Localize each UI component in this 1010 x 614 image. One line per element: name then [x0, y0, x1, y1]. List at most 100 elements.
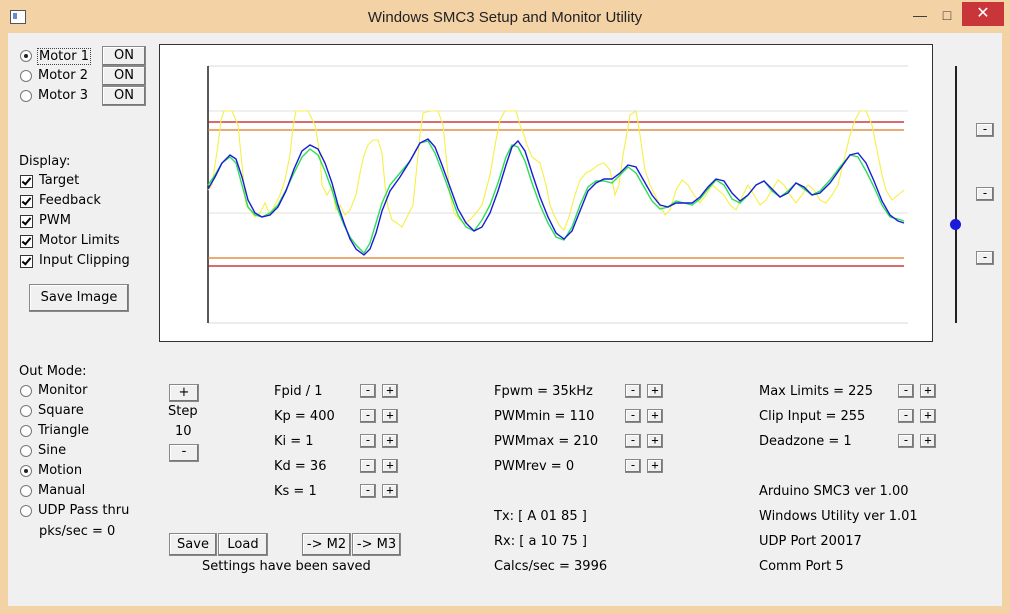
- manual-radio[interactable]: [20, 485, 32, 497]
- monitor-graph: [207, 65, 908, 324]
- ks-plus-button[interactable]: +: [382, 484, 398, 498]
- out-mode-heading: Out Mode:: [19, 364, 87, 379]
- clip-input-plus-button[interactable]: +: [920, 409, 936, 423]
- save-button[interactable]: Save: [169, 533, 217, 556]
- ki-plus-button[interactable]: +: [382, 434, 398, 448]
- step-plus-button[interactable]: +: [169, 384, 199, 402]
- pwm-trace: [207, 110, 905, 231]
- app-icon[interactable]: [10, 10, 26, 24]
- pks-sec-readout: pks/sec = 0: [39, 524, 116, 539]
- right-button-2[interactable]: -: [976, 187, 994, 201]
- window-title: Windows SMC3 Setup and Monitor Utility: [367, 9, 643, 26]
- kd-minus-button[interactable]: -: [360, 459, 376, 473]
- square-label[interactable]: Square: [38, 403, 84, 418]
- feedback-checkbox[interactable]: [20, 195, 33, 208]
- pwmrev-plus-button[interactable]: +: [647, 459, 663, 473]
- max-limits-plus-button[interactable]: +: [920, 384, 936, 398]
- vertical-slider-track[interactable]: [955, 66, 957, 323]
- save-image-button[interactable]: Save Image: [29, 284, 129, 312]
- monitor-label[interactable]: Monitor: [38, 383, 88, 398]
- calcs-readout: Calcs/sec = 3996: [494, 559, 608, 574]
- comm-port: Comm Port 5: [759, 559, 844, 574]
- motor-2-radio[interactable]: [20, 70, 32, 82]
- triangle-label[interactable]: Triangle: [38, 423, 90, 438]
- ks-label: Ks = 1: [274, 484, 317, 499]
- maximize-button[interactable]: □: [942, 7, 952, 23]
- max-limits-minus-button[interactable]: -: [898, 384, 914, 398]
- motor-3-label[interactable]: Motor 3: [38, 88, 88, 103]
- right-button-3[interactable]: -: [976, 251, 994, 265]
- target-label[interactable]: Target: [39, 173, 80, 188]
- step-label: Step: [168, 404, 198, 419]
- title-bar: Windows SMC3 Setup and Monitor Utility —…: [0, 0, 1010, 33]
- vertical-slider-thumb[interactable]: [950, 219, 961, 230]
- kd-label: Kd = 36: [274, 459, 327, 474]
- pwm-label[interactable]: PWM: [39, 213, 71, 228]
- clip-input-label: Clip Input = 255: [759, 409, 866, 424]
- pwmmin-plus-button[interactable]: +: [647, 409, 663, 423]
- minimize-button[interactable]: —: [913, 7, 927, 23]
- pwmmin-label: PWMmin = 110: [494, 409, 595, 424]
- kp-minus-button[interactable]: -: [360, 409, 376, 423]
- deadzone-label: Deadzone = 1: [759, 434, 852, 449]
- pwmmax-label: PWMmax = 210: [494, 434, 599, 449]
- pwmrev-minus-button[interactable]: -: [625, 459, 641, 473]
- input-clipping-checkbox[interactable]: [20, 255, 33, 268]
- pwmrev-label: PWMrev = 0: [494, 459, 575, 474]
- pwm-checkbox[interactable]: [20, 215, 33, 228]
- motor-2-label[interactable]: Motor 2: [38, 68, 88, 83]
- fpid-plus-button[interactable]: +: [382, 384, 398, 398]
- pwmmax-minus-button[interactable]: -: [625, 434, 641, 448]
- target-trace: [207, 140, 905, 255]
- step-minus-button[interactable]: -: [169, 444, 199, 462]
- monitor-radio[interactable]: [20, 385, 32, 397]
- udp-pass-thru-radio[interactable]: [20, 505, 32, 517]
- fpwm-plus-button[interactable]: +: [647, 384, 663, 398]
- rx-readout: Rx: [ a 10 75 ]: [494, 534, 587, 549]
- copy-to-m3-button[interactable]: -> M3: [352, 533, 401, 556]
- pwmmax-plus-button[interactable]: +: [647, 434, 663, 448]
- motor-1-label[interactable]: Motor 1: [37, 48, 91, 65]
- status-message: Settings have been saved: [202, 559, 371, 574]
- motor-3-radio[interactable]: [20, 90, 32, 102]
- kp-plus-button[interactable]: +: [382, 409, 398, 423]
- motion-radio[interactable]: [20, 465, 32, 477]
- sine-label[interactable]: Sine: [38, 443, 67, 458]
- deadzone-minus-button[interactable]: -: [898, 434, 914, 448]
- ks-minus-button[interactable]: -: [360, 484, 376, 498]
- step-value: 10: [175, 424, 192, 439]
- right-button-1[interactable]: -: [976, 123, 994, 137]
- motor-1-on-button[interactable]: ON: [102, 46, 146, 66]
- ki-label: Ki = 1: [274, 434, 314, 449]
- max-limits-label: Max Limits = 225: [759, 384, 873, 399]
- feedback-trace: [207, 138, 905, 256]
- motor-2-on-button[interactable]: ON: [102, 66, 146, 86]
- kd-plus-button[interactable]: +: [382, 459, 398, 473]
- deadzone-plus-button[interactable]: +: [920, 434, 936, 448]
- close-button[interactable]: ✕: [962, 2, 1004, 26]
- manual-label[interactable]: Manual: [38, 483, 86, 498]
- sine-radio[interactable]: [20, 445, 32, 457]
- load-button[interactable]: Load: [218, 533, 268, 556]
- utility-version: Windows Utility ver 1.01: [759, 509, 918, 524]
- udp-pass-thru-label[interactable]: UDP Pass thru: [38, 503, 130, 518]
- ki-minus-button[interactable]: -: [360, 434, 376, 448]
- motion-label[interactable]: Motion: [38, 463, 83, 478]
- motor-3-on-button[interactable]: ON: [102, 86, 146, 106]
- input-clipping-label[interactable]: Input Clipping: [39, 253, 130, 268]
- motor-1-radio[interactable]: [20, 50, 32, 62]
- fpid-minus-button[interactable]: -: [360, 384, 376, 398]
- copy-to-m2-button[interactable]: -> M2: [302, 533, 351, 556]
- motor-limits-checkbox[interactable]: [20, 235, 33, 248]
- tx-readout: Tx: [ A 01 85 ]: [494, 509, 587, 524]
- display-heading: Display:: [19, 154, 71, 169]
- motor-limits-label[interactable]: Motor Limits: [39, 233, 120, 248]
- target-checkbox[interactable]: [20, 175, 33, 188]
- square-radio[interactable]: [20, 405, 32, 417]
- clip-input-minus-button[interactable]: -: [898, 409, 914, 423]
- feedback-label[interactable]: Feedback: [39, 193, 101, 208]
- pwmmin-minus-button[interactable]: -: [625, 409, 641, 423]
- fpwm-minus-button[interactable]: -: [625, 384, 641, 398]
- triangle-radio[interactable]: [20, 425, 32, 437]
